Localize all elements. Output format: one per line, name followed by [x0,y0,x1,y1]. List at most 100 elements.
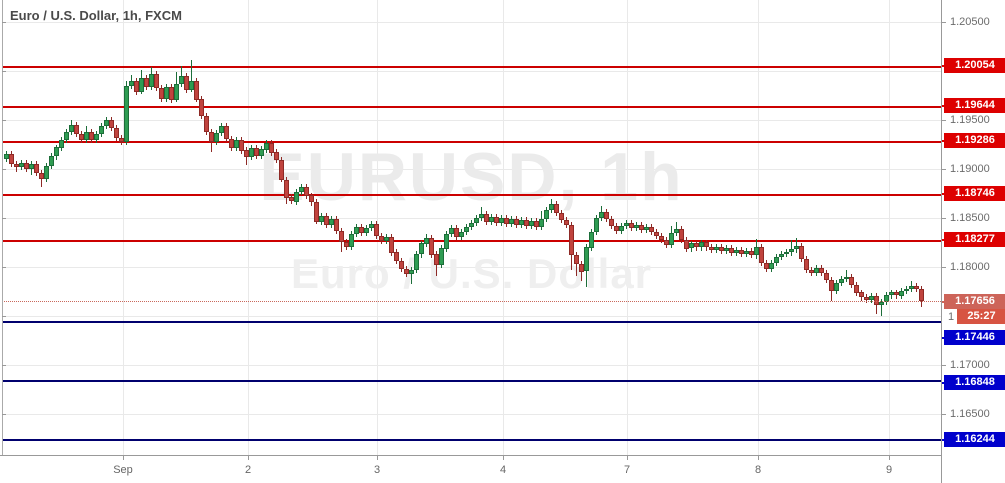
candle [449,228,454,234]
time-tick-mark [758,456,759,460]
candle [174,84,179,100]
resistance-line[interactable] [2,240,941,242]
candle [364,228,369,233]
resistance-line[interactable] [2,141,941,143]
candle-wick [881,299,882,316]
candle [864,297,869,300]
partial-tick-label: 1 [948,311,955,323]
v-gridline [758,0,759,455]
h-gridline [2,22,941,23]
h-gridline [2,218,941,219]
candle [694,243,699,247]
time-tick-label: 8 [754,464,762,476]
candle [644,227,649,230]
v-gridline [503,0,504,455]
price-level-tick-mark [942,140,945,142]
candle [64,132,69,140]
candle [544,210,549,219]
symbol-title[interactable]: Euro / U.S. Dollar, 1h, FXCM [10,8,182,23]
candle [144,78,149,87]
candle [259,149,264,156]
price-level-tick-mark [942,382,945,384]
h-gridline [2,316,941,317]
support-line[interactable] [2,439,941,441]
left-tick-mark [2,169,6,170]
candle [74,125,79,134]
candle [394,252,399,261]
candle [779,254,784,257]
candle [264,143,269,150]
candle [209,132,214,142]
candle [354,227,359,234]
candle [279,160,284,180]
candle [14,164,19,167]
candle [44,166,49,179]
candle [919,289,924,301]
chart-pane[interactable]: EURUSD, 1h Euro / U.S. Dollar [2,0,941,455]
v-gridline [627,0,628,455]
candle [289,197,294,201]
current-price-line [2,301,941,302]
candle [379,236,384,241]
resistance-line[interactable] [2,194,941,196]
price-tick-label: 1.20500 [950,16,990,28]
time-tick-label: 7 [623,464,631,476]
candle [734,250,739,253]
candle [224,126,229,139]
candle [219,126,224,133]
candle-wick [411,267,412,284]
candle [824,273,829,280]
candle [284,180,289,198]
h-gridline [2,414,941,415]
candle [154,74,159,88]
resistance-line[interactable] [2,106,941,108]
candle [414,254,419,270]
candle [29,164,34,169]
time-axis[interactable]: Sep 2 3 4 7 8 9 [0,455,1005,483]
candle [254,148,259,156]
price-tick-mark [942,218,946,219]
candle [499,218,504,223]
price-tick-mark [942,267,946,268]
candle [344,242,349,247]
candle [634,225,639,228]
price-axis[interactable]: 1.20500 1.19500 1.19000 1.18500 1.18000 1.170… [941,0,1005,455]
candle [24,163,29,169]
candle [869,296,874,300]
candle [494,217,499,223]
candle [234,140,239,148]
candle [709,247,714,250]
candle [359,227,364,233]
candle [469,223,474,227]
candle [659,236,664,240]
candle [419,243,424,254]
support-line[interactable] [2,321,941,323]
resistance-line[interactable] [2,66,941,68]
candle [669,233,674,245]
candle [324,216,329,225]
candle [319,216,324,222]
candle [94,134,99,140]
support-line[interactable] [2,380,941,382]
candle [839,279,844,283]
candle [754,247,759,255]
candle [579,264,584,272]
candle [914,286,919,289]
candle [769,263,774,269]
resistance-price-label: 1.19286 [944,133,1005,148]
left-tick-mark [2,120,6,121]
candle [749,251,754,255]
candle-wick [576,252,577,276]
candle-wick [791,240,792,256]
left-tick-mark [2,71,6,72]
candle [474,218,479,223]
time-tick-label: Sep [113,464,133,476]
resistance-price-label: 1.20054 [944,58,1005,73]
time-tick-mark [123,456,124,460]
candle [249,148,254,157]
candle [274,152,279,160]
price-level-tick-mark [942,193,945,195]
candle [799,246,804,259]
support-price-label: 1.16848 [944,375,1005,390]
candle [159,88,164,99]
